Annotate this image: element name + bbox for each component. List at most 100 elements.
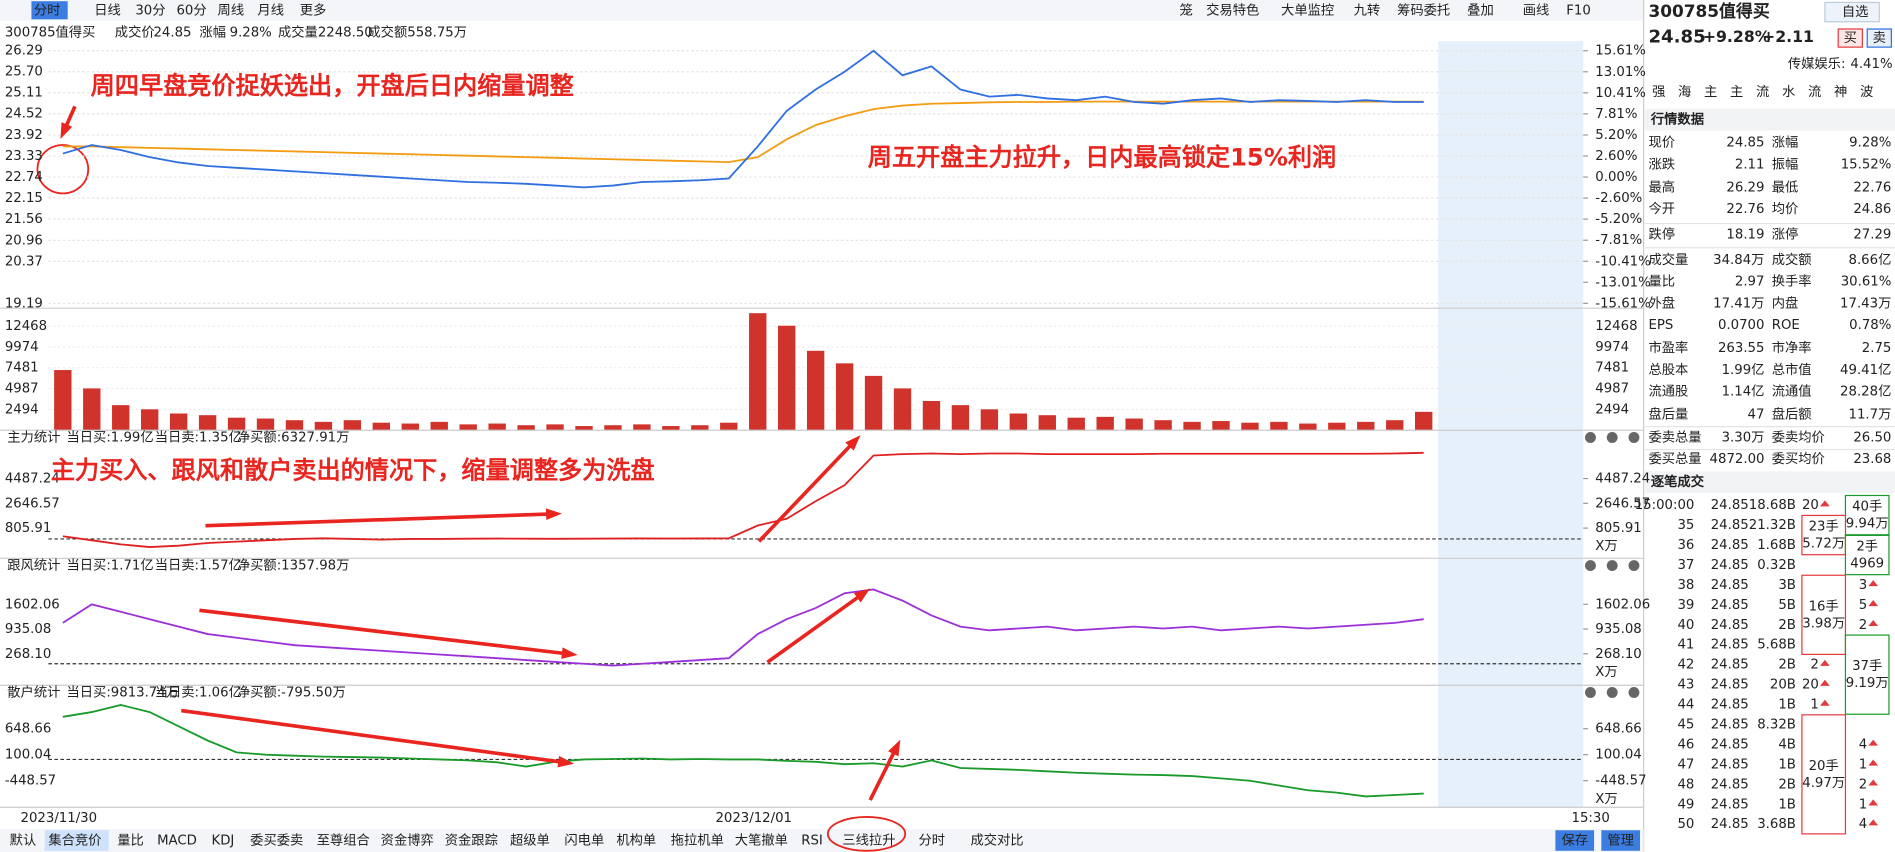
panel-icon[interactable]	[1585, 687, 1596, 698]
tool-button[interactable]: 画线	[1523, 2, 1550, 18]
y2-tick-label: 935.08	[1595, 622, 1641, 637]
panel-icon[interactable]	[1606, 560, 1618, 572]
section-bg	[1644, 108, 1895, 131]
group-amount: 5.72万	[1802, 537, 1845, 552]
buy-btn[interactable]	[1837, 28, 1863, 48]
period-tab[interactable]: 周线	[218, 2, 245, 18]
sell-label[interactable]: 卖	[1873, 30, 1886, 46]
tool-button[interactable]: 筹码委托	[1397, 1, 1450, 18]
indicator-tab[interactable]: 资金博弈	[381, 833, 434, 849]
tool-button[interactable]: F10	[1566, 3, 1591, 18]
quote-label: 流通股	[1648, 384, 1688, 400]
indicator-tab[interactable]: 分时	[918, 833, 945, 849]
trade-volume: 2B	[1778, 658, 1796, 673]
indicator-tab[interactable]: MACD	[157, 834, 197, 849]
section-title: 逐笔成交	[1651, 473, 1705, 490]
unit-label: X万	[1595, 792, 1617, 807]
quote-label: 委卖总量	[1648, 429, 1701, 445]
tag[interactable]: 主	[1730, 84, 1743, 100]
y2-tick-label: 1602.06	[1595, 597, 1650, 612]
tag[interactable]: 水	[1782, 84, 1795, 100]
indicator-tab[interactable]: 成交对比	[970, 832, 1023, 849]
tag[interactable]: 流	[1808, 84, 1821, 100]
tool-button[interactable]: 大单监控	[1281, 2, 1334, 18]
indicator-tab[interactable]: 三线拉升	[842, 833, 895, 849]
trade-price: 24.85	[1711, 658, 1749, 673]
indicator-tab[interactable]: 机构单	[616, 833, 656, 849]
quote-value: 22.76	[1853, 180, 1891, 195]
button[interactable]: 保存	[1561, 833, 1588, 849]
tag[interactable]: 强	[1652, 85, 1665, 100]
period-tab[interactable]: 月线	[257, 2, 284, 18]
period-tab[interactable]: 分时	[34, 2, 61, 18]
volume-bar	[140, 409, 159, 431]
volume-bar	[835, 363, 854, 431]
indicator-tab[interactable]: 至尊组合	[317, 833, 370, 849]
indicator-tab[interactable]: 资金跟踪	[445, 833, 498, 849]
indicator-tab[interactable]: 拖拉机单	[671, 833, 724, 849]
quote-label: 最高	[1648, 178, 1675, 195]
y2-tick-label: -2.60%	[1595, 191, 1642, 206]
indicator-tab[interactable]: 闪电单	[564, 833, 604, 849]
tool-button[interactable]: 九转	[1354, 2, 1381, 18]
y2-tick-label: 7.81%	[1595, 107, 1637, 122]
indicator-tab[interactable]: RSI	[801, 834, 823, 849]
tool-button[interactable]: 交易特色	[1206, 1, 1259, 18]
panel-stat: 当日买:1.71亿	[66, 558, 153, 574]
panel-icon[interactable]	[1628, 432, 1640, 443]
panel-icon[interactable]	[1585, 432, 1596, 443]
arrow-head	[561, 647, 578, 659]
tag[interactable]: 神	[1834, 84, 1847, 100]
quote-value: 1.14亿	[1722, 384, 1765, 400]
indicator-tab[interactable]: 超级单	[510, 833, 550, 849]
period-tab[interactable]: 日线	[94, 2, 121, 18]
volume-bar	[1038, 415, 1056, 431]
x-label: 2023/11/30	[21, 811, 98, 826]
indicator-tab[interactable]: 委买委卖	[250, 833, 303, 849]
panel-icon[interactable]	[1606, 432, 1618, 443]
period-tab[interactable]: 更多	[300, 1, 327, 18]
y-tick-label: 24.52	[5, 107, 43, 122]
up-arrow	[1868, 580, 1879, 587]
trade-price: 24.85	[1711, 698, 1749, 713]
sell-btn[interactable]	[1866, 28, 1892, 48]
volume-bar	[430, 421, 448, 431]
buy-label[interactable]: 买	[1844, 30, 1857, 46]
y-tick-label: 20.37	[5, 254, 43, 269]
volume-bar	[604, 425, 622, 431]
annotation: 周四早盘竞价捉妖选出，开盘后日内缩量调整	[91, 72, 575, 100]
trade-time: 48	[1677, 777, 1694, 792]
trade-price: 24.85	[1711, 777, 1749, 792]
tag[interactable]: 主	[1704, 84, 1717, 100]
tool-button[interactable]: 笼	[1180, 1, 1193, 18]
tool-button[interactable]: 叠加	[1467, 2, 1494, 18]
tag[interactable]: 海	[1678, 84, 1691, 100]
period-tab[interactable]: 60分	[176, 2, 206, 18]
panel-icon[interactable]	[1628, 687, 1640, 698]
panel-icon[interactable]	[1628, 560, 1640, 572]
watch-label[interactable]: 自选	[1842, 4, 1869, 20]
volume-bar	[227, 417, 246, 431]
volume-bar	[1125, 418, 1143, 431]
section-title: 行情数据	[1650, 111, 1704, 128]
panel-stat: 当日买:9813.74万	[66, 684, 179, 700]
quote-field: 成交额	[367, 24, 407, 41]
quote-label: EPS	[1648, 318, 1673, 333]
annotation-shapes	[36, 144, 907, 852]
panel-icon[interactable]	[1585, 560, 1596, 572]
indicator-tab[interactable]: KDJ	[211, 834, 234, 849]
button[interactable]: 管理	[1607, 833, 1634, 849]
tag[interactable]: 流	[1756, 84, 1769, 100]
period-tab[interactable]: 30分	[135, 2, 165, 18]
indicator-tab[interactable]: 量比	[117, 833, 144, 849]
indicator-tab[interactable]: 默认	[10, 833, 37, 849]
indicator-tab[interactable]: 大笔撤单	[735, 832, 788, 849]
trade-group	[1844, 534, 1890, 576]
panel-title: 主力统计	[7, 429, 60, 445]
watch-btn[interactable]	[1824, 1, 1880, 23]
tag[interactable]: 波	[1860, 84, 1873, 100]
panel-icon[interactable]	[1606, 687, 1618, 698]
volume-bar	[778, 325, 796, 431]
y-tick-label: 4987	[5, 382, 39, 397]
indicator-tab[interactable]: 集合竞价	[48, 832, 101, 849]
